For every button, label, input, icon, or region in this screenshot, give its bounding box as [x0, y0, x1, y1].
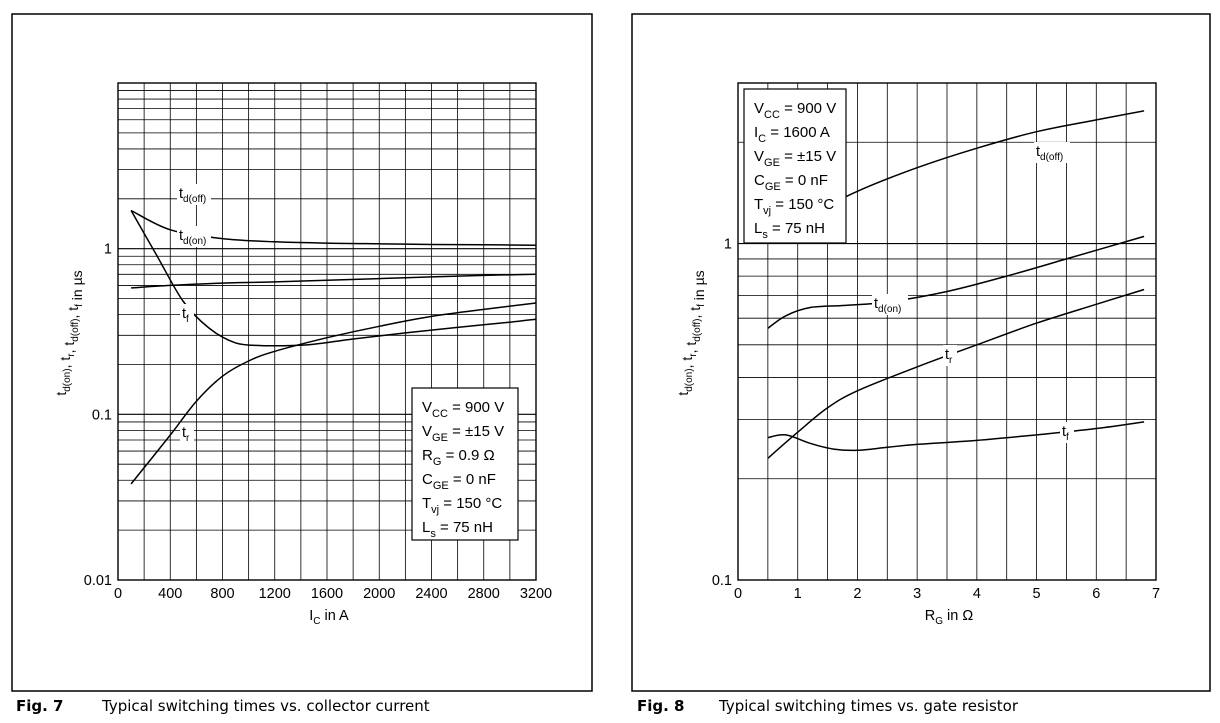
fig7-conditions-box — [411, 387, 519, 541]
fig7-condition-line: RG = 0.9 Ω — [422, 447, 495, 468]
fig7-condition-line: VGE = ±15 V — [422, 423, 504, 444]
fig7-x-tick-label: 1600 — [311, 586, 343, 602]
fig7-label-bg — [177, 226, 211, 247]
fig8-series-r — [767, 288, 1145, 459]
fig8-x-tick-label: 7 — [1152, 586, 1160, 602]
fig7-x-tick-label: 1200 — [259, 586, 291, 602]
fig8-x-tick-label: 1 — [794, 586, 802, 602]
svg-text:td(on), tr, td(off), tf in µs: td(on), tr, td(off), tf in µs — [53, 270, 85, 395]
fig8-condition-line: IC = 1600 A — [754, 124, 830, 145]
fig8-series-f — [767, 421, 1145, 452]
fig8-curve-label: tr — [945, 347, 953, 366]
fig7-x-tick-label: 0 — [114, 586, 122, 602]
fig7-caption-text: Typical switching times vs. collector cu… — [102, 697, 430, 715]
fig7-curve-label: tf — [182, 306, 189, 325]
fig7-number: Fig. 7 — [16, 697, 64, 715]
fig8-curve-label: tf — [1062, 424, 1069, 443]
fig7-y-tick-label: 1 — [104, 242, 112, 258]
fig8-plot-border — [737, 82, 1157, 581]
fig7-x-tick-label: 3200 — [520, 586, 552, 602]
fig7-curve-label: td(off) — [179, 186, 206, 205]
fig8-number: Fig. 8 — [637, 697, 685, 715]
fig8-condition-line: Tvj = 150 °C — [754, 196, 834, 217]
fig8-label-bg — [943, 345, 957, 366]
fig8-chart: 0 1 2 3 4 5 6 7 0.1 1 td(off) td(on) tr tf VCC = 900 V… — [675, 82, 1160, 627]
fig8-frame — [631, 13, 1211, 692]
fig8-condition-line: VCC = 900 V — [754, 100, 836, 121]
fig8-y-tick-label: 0.1 — [712, 573, 732, 589]
fig7-x-tick-label: 2800 — [468, 586, 500, 602]
fig7-label-bg — [180, 423, 194, 444]
fig8-x-tick-label: 6 — [1092, 586, 1100, 602]
fig8-caption-text: Typical switching times vs. gate resisto… — [719, 697, 1018, 715]
fig7-series-don — [131, 273, 537, 289]
fig8-conditions-box — [743, 88, 847, 244]
fig8-label-bg — [1060, 422, 1074, 443]
fig8-curve-label: td(off) — [1036, 144, 1063, 163]
fig7-x-axis-title: IC in A — [309, 608, 349, 627]
fig8-x-tick-label: 4 — [973, 586, 981, 602]
svg-text:td(on), tr, td(off), tf in µs: td(on), tr, td(off), tf in µs — [675, 270, 707, 395]
fig8-curve-label: td(on) — [874, 296, 901, 315]
fig7-condition-line: Tvj = 150 °C — [422, 495, 502, 516]
fig8-y-tick-label: 1 — [724, 237, 732, 253]
fig7-curve-label: td(on) — [179, 228, 206, 247]
fig7-series-r — [130, 302, 537, 485]
fig8-x-tick-label: 2 — [853, 586, 861, 602]
fig8-series-don — [767, 235, 1145, 329]
fig7-curve-label: tr — [182, 425, 190, 444]
fig7-x-tick-label: 800 — [210, 586, 234, 602]
fig8-condition-line: Ls = 75 nH — [754, 220, 825, 241]
fig8-x-axis-title: RG in Ω — [925, 608, 974, 627]
fig8-condition-line: CGE = 0 nF — [754, 172, 828, 193]
fig7-condition-line: CGE = 0 nF — [422, 471, 496, 492]
fig7-condition-line: Ls = 75 nH — [422, 519, 493, 540]
fig8-x-tick-label: 5 — [1033, 586, 1041, 602]
fig7-x-tick-label: 2000 — [363, 586, 395, 602]
fig7-condition-line: VCC = 900 V — [422, 399, 504, 420]
fig8-x-tick-label: 0 — [734, 586, 742, 602]
fig7-series-f — [130, 210, 537, 347]
fig7-x-tick-label: 400 — [158, 586, 182, 602]
fig8-label-bg — [1034, 142, 1070, 163]
fig8-label-bg — [872, 294, 908, 315]
fig7-label-bg — [177, 184, 211, 205]
fig8-y-axis-title: td(on), tr, td(off), tf in µs — [675, 270, 707, 395]
fig7-chart: 0 400 800 1200 1600 2000 2400 2800 3200 0.01 0.1 1 t… — [53, 82, 552, 627]
fig8-x-tick-label: 3 — [913, 586, 921, 602]
fig7-label-bg — [180, 304, 194, 325]
fig7-plot-border — [117, 82, 537, 581]
fig7-x-tick-label: 2400 — [415, 586, 447, 602]
fig7-y-tick-label: 0.1 — [92, 407, 112, 423]
fig8-condition-line: VGE = ±15 V — [754, 148, 836, 169]
fig7-y-axis-title: td(on), tr, td(off), tf in µs — [53, 270, 85, 395]
fig7-y-tick-label: 0.01 — [84, 573, 112, 589]
fig7-frame — [11, 13, 593, 692]
